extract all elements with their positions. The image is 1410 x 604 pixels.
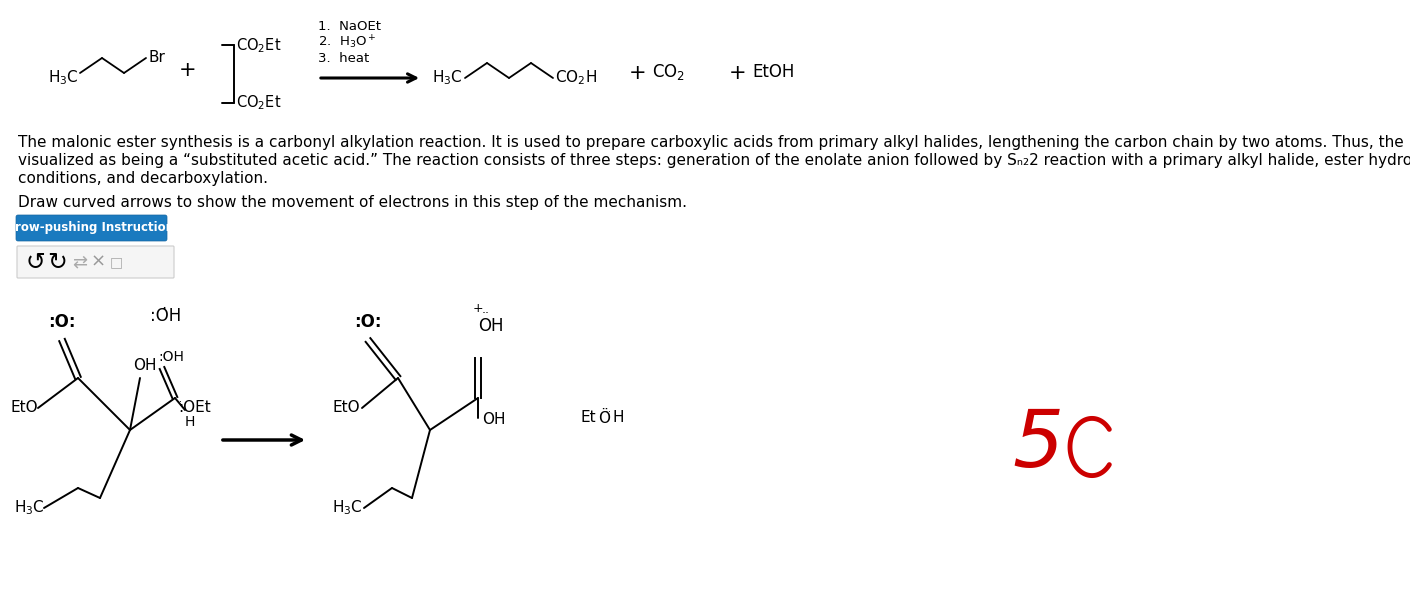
- Text: $\mathsf{CO_2H}$: $\mathsf{CO_2H}$: [556, 69, 596, 88]
- Text: EtO: EtO: [331, 400, 360, 416]
- Text: +: +: [629, 63, 647, 83]
- Text: ··: ··: [175, 397, 183, 407]
- Text: :O:: :O:: [48, 313, 76, 331]
- Text: □: □: [110, 255, 123, 269]
- FancyBboxPatch shape: [17, 246, 173, 278]
- Text: $\mathsf{H_3C}$: $\mathsf{H_3C}$: [48, 69, 79, 88]
- Text: :ȮH: :ȮH: [149, 307, 182, 325]
- Text: EtOH: EtOH: [752, 63, 794, 81]
- Text: H: H: [612, 411, 623, 425]
- Text: Br: Br: [148, 51, 165, 65]
- Text: $\mathsf{H_3C}$: $\mathsf{H_3C}$: [331, 499, 362, 518]
- Text: $\mathsf{CO_2}$: $\mathsf{CO_2}$: [651, 62, 685, 82]
- Text: ×: ×: [90, 253, 106, 271]
- Text: ··: ··: [605, 407, 612, 417]
- Text: +: +: [729, 63, 747, 83]
- Text: ↺: ↺: [25, 250, 45, 274]
- Text: Et: Et: [580, 411, 595, 425]
- Text: Draw curved arrows to show the movement of electrons in this step of the mechani: Draw curved arrows to show the movement …: [18, 194, 687, 210]
- Text: :O:: :O:: [354, 313, 382, 331]
- Text: conditions, and decarboxylation.: conditions, and decarboxylation.: [18, 170, 268, 185]
- Text: ⇄: ⇄: [72, 253, 87, 271]
- Text: OH: OH: [133, 358, 157, 373]
- Text: 1.  NaOEt: 1. NaOEt: [319, 19, 381, 33]
- Text: Ö: Ö: [598, 411, 611, 425]
- Text: The malonic ester synthesis is a carbonyl alkylation reaction. It is used to pre: The malonic ester synthesis is a carbony…: [18, 135, 1410, 150]
- Text: ↻: ↻: [47, 250, 66, 274]
- FancyBboxPatch shape: [16, 215, 166, 241]
- Text: +: +: [472, 301, 484, 315]
- Text: ··: ··: [482, 307, 491, 321]
- Text: 2.  H$_3$O$^+$: 2. H$_3$O$^+$: [319, 33, 376, 51]
- Text: 5: 5: [1012, 406, 1063, 484]
- Text: $\mathsf{CO_2Et}$: $\mathsf{CO_2Et}$: [235, 37, 282, 56]
- Text: H: H: [185, 415, 196, 429]
- Text: $\mathsf{H_3C}$: $\mathsf{H_3C}$: [14, 499, 45, 518]
- Text: $\mathsf{H_3C}$: $\mathsf{H_3C}$: [431, 69, 462, 88]
- Text: :OH: :OH: [158, 350, 183, 364]
- Text: visualized as being a “substituted acetic acid.” The reaction consists of three : visualized as being a “substituted aceti…: [18, 152, 1410, 167]
- Text: 3.  heat: 3. heat: [319, 51, 369, 65]
- Text: Arrow-pushing Instructions: Arrow-pushing Instructions: [0, 222, 182, 234]
- Text: EtO: EtO: [10, 400, 38, 416]
- Text: +: +: [179, 60, 197, 80]
- Text: $\mathsf{CO_2Et}$: $\mathsf{CO_2Et}$: [235, 94, 282, 112]
- Text: OH: OH: [478, 317, 503, 335]
- Text: :OEt: :OEt: [178, 400, 210, 416]
- Text: OH: OH: [482, 413, 506, 428]
